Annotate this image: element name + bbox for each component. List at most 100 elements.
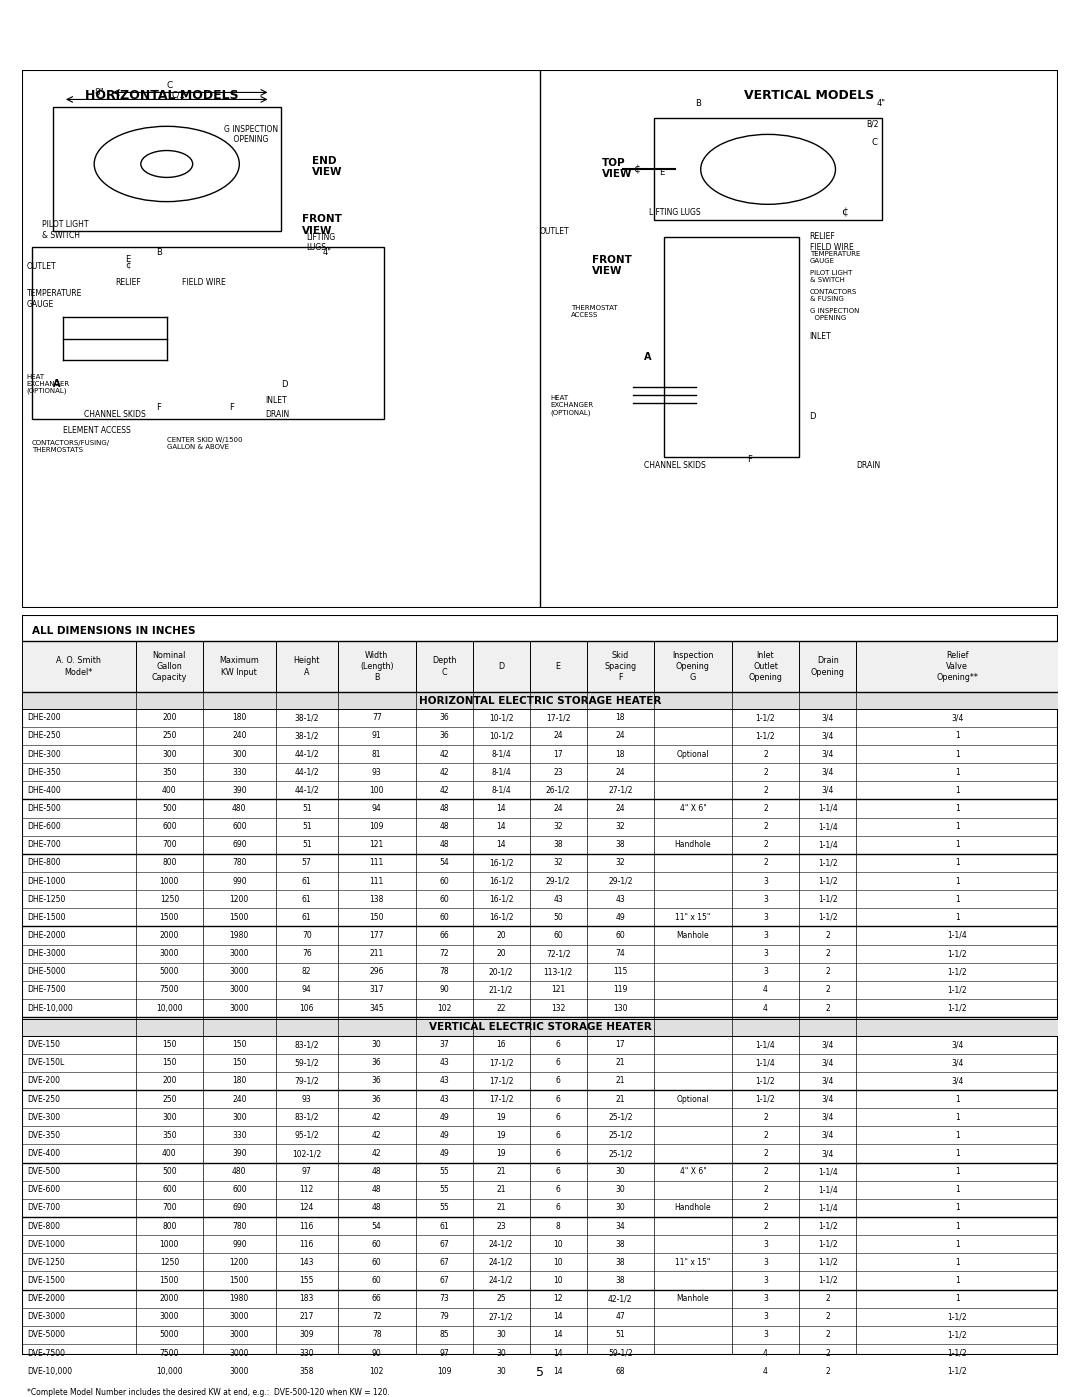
Text: 30: 30 [496,1330,507,1340]
Text: 42: 42 [372,1148,381,1158]
Text: DVE-700: DVE-700 [27,1203,59,1213]
Text: 1250: 1250 [160,1257,179,1267]
Text: 42: 42 [372,1113,381,1122]
Text: 32: 32 [616,858,625,868]
Text: DVE-3000: DVE-3000 [27,1312,65,1322]
Text: 150: 150 [162,1059,177,1067]
Text: 2000: 2000 [160,930,179,940]
Text: 60: 60 [372,1257,381,1267]
Text: 14: 14 [553,1312,563,1322]
Text: 1: 1 [955,894,960,904]
Text: 1250: 1250 [160,894,179,904]
Text: TEMPERATURE
GAUGE: TEMPERATURE GAUGE [810,251,860,264]
Text: 3/4: 3/4 [822,714,834,722]
Text: 95-1/2: 95-1/2 [295,1132,319,1140]
Text: DHE-1000: DHE-1000 [27,876,65,886]
Text: 42-1/2: 42-1/2 [608,1294,633,1303]
Text: 29-1/2: 29-1/2 [545,876,570,886]
Text: 330: 330 [299,1348,314,1358]
Text: 5: 5 [536,1366,544,1379]
Text: G INSPECTION
  OPENING: G INSPECTION OPENING [810,307,859,321]
Text: 38: 38 [553,840,563,849]
Text: DIMENSIONS AND CAPACITIES DATA: DIMENSIONS AND CAPACITIES DATA [261,22,819,50]
Text: 3: 3 [764,1330,768,1340]
Text: 48: 48 [440,821,449,831]
Text: 1: 1 [955,787,960,795]
Text: 1-1/2: 1-1/2 [756,732,775,740]
Text: 1-1/2: 1-1/2 [818,1221,837,1231]
Text: 8: 8 [556,1221,561,1231]
Text: C/2: C/2 [172,91,186,99]
Text: 17-1/2: 17-1/2 [489,1077,513,1085]
Text: 10: 10 [553,1257,563,1267]
Text: 183: 183 [299,1294,314,1303]
Text: 60: 60 [440,912,449,922]
Text: DHE-250: DHE-250 [27,732,60,740]
Text: PILOT LIGHT
& SWITCH: PILOT LIGHT & SWITCH [42,221,89,240]
Text: 180: 180 [232,1077,246,1085]
Text: F: F [157,404,161,412]
Text: 350: 350 [162,1132,177,1140]
Text: 800: 800 [162,858,177,868]
Text: Optional: Optional [676,750,710,759]
Text: 7500: 7500 [160,985,179,995]
Text: 121: 121 [369,840,383,849]
Text: DHE-350: DHE-350 [27,768,60,777]
Text: 43: 43 [553,894,563,904]
Text: 11" x 15": 11" x 15" [675,912,711,922]
Text: 60: 60 [440,894,449,904]
Text: 42: 42 [440,750,449,759]
Text: 5000: 5000 [160,967,179,977]
Text: 300: 300 [232,750,246,759]
Bar [32,247,384,419]
Text: 91: 91 [372,732,381,740]
Text: 1200: 1200 [230,894,249,904]
Text: 66: 66 [440,930,449,940]
Text: 2: 2 [764,1185,768,1194]
Text: 22: 22 [497,1003,505,1013]
Text: 6: 6 [556,1203,561,1213]
Text: 6: 6 [556,1041,561,1049]
Text: 200: 200 [162,714,177,722]
Text: CENTER SKID W/1500
GALLON & ABOVE: CENTER SKID W/1500 GALLON & ABOVE [166,437,242,450]
Text: Width
(Length)
B: Width (Length) B [360,651,393,682]
Text: 3: 3 [764,894,768,904]
Text: 1: 1 [955,1132,960,1140]
Text: 25: 25 [497,1294,505,1303]
Text: 1-1/4: 1-1/4 [947,930,968,940]
Text: 4: 4 [764,1003,768,1013]
Text: VERTICAL MODELS: VERTICAL MODELS [744,88,875,102]
Text: 1: 1 [955,805,960,813]
Text: 20-1/2: 20-1/2 [489,967,513,977]
Text: ELEMENT ACCESS: ELEMENT ACCESS [63,426,131,434]
Bar [22,693,1058,708]
Text: 21: 21 [616,1077,625,1085]
Text: 3000: 3000 [230,1330,249,1340]
Text: E: E [125,254,131,264]
Text: 60: 60 [440,876,449,886]
Text: 2: 2 [825,1330,831,1340]
Text: 10: 10 [553,1275,563,1285]
Text: 780: 780 [232,1221,246,1231]
Text: 3: 3 [764,967,768,977]
Text: 3: 3 [764,1257,768,1267]
Text: 4": 4" [322,249,332,257]
Circle shape [94,126,240,201]
Text: 78: 78 [440,967,449,977]
Text: 115: 115 [613,967,627,977]
Text: HEAT
EXCHANGER
(OPTIONAL): HEAT EXCHANGER (OPTIONAL) [551,395,594,415]
Text: 67: 67 [440,1275,449,1285]
Text: 25-1/2: 25-1/2 [608,1132,633,1140]
Text: 3/4: 3/4 [822,1041,834,1049]
Text: 67: 67 [440,1239,449,1249]
Text: 600: 600 [162,821,177,831]
Text: FIELD WIRE: FIELD WIRE [810,243,853,251]
Text: 38: 38 [616,1257,625,1267]
Bar [664,236,799,457]
Text: 155: 155 [299,1275,314,1285]
Text: 54: 54 [440,858,449,868]
Text: 32: 32 [616,821,625,831]
Text: 66: 66 [372,1294,381,1303]
Text: 1: 1 [955,1257,960,1267]
Text: 600: 600 [162,1185,177,1194]
